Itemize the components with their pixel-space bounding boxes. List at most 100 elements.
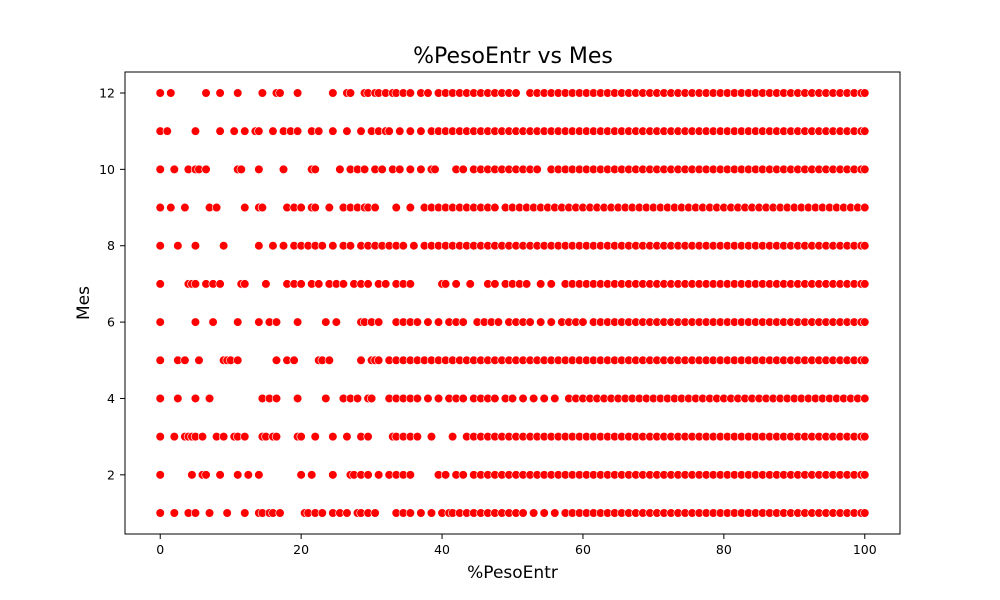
- data-point: [860, 355, 870, 365]
- data-point: [222, 508, 232, 518]
- data-point: [201, 88, 211, 98]
- data-point: [215, 279, 225, 289]
- data-point: [405, 88, 415, 98]
- data-point: [215, 126, 225, 136]
- data-point: [433, 317, 444, 327]
- data-point: [197, 432, 208, 442]
- data-point: [233, 317, 243, 327]
- data-point: [493, 317, 504, 327]
- data-point: [423, 317, 433, 327]
- data-point: [529, 393, 539, 404]
- data-point: [155, 202, 165, 213]
- data-point: [356, 355, 366, 365]
- data-point: [416, 508, 426, 518]
- data-point: [268, 241, 278, 251]
- x-tick-label: 20: [293, 542, 309, 557]
- data-point: [296, 202, 306, 213]
- data-point: [374, 317, 384, 327]
- data-point: [317, 508, 327, 518]
- data-point: [293, 88, 303, 98]
- data-point: [169, 508, 179, 518]
- data-point: [194, 355, 204, 365]
- data-point: [240, 279, 250, 289]
- data-point: [860, 164, 870, 174]
- data-point: [211, 202, 222, 213]
- data-point: [169, 164, 179, 174]
- data-point: [860, 202, 870, 213]
- data-point: [293, 126, 303, 136]
- data-point: [405, 202, 415, 213]
- plot-frame: [124, 71, 901, 535]
- data-point: [155, 279, 165, 289]
- data-point: [525, 317, 535, 327]
- data-point: [328, 88, 338, 98]
- data-point: [229, 126, 239, 136]
- data-point: [254, 126, 264, 136]
- data-point: [578, 317, 588, 327]
- data-point: [271, 393, 282, 404]
- data-point: [296, 470, 306, 480]
- data-point: [458, 470, 468, 480]
- data-point: [342, 126, 352, 136]
- x-axis-label: %PesoEntr: [467, 563, 558, 583]
- data-point: [860, 241, 870, 251]
- chart-title: %PesoEntr vs Mes: [413, 44, 613, 69]
- data-point: [321, 393, 331, 404]
- y-axis: 2 4 6 8 10 12: [99, 86, 125, 482]
- data-point: [448, 432, 458, 442]
- data-point: [384, 126, 394, 136]
- data-point: [539, 393, 549, 404]
- data-point: [395, 164, 405, 174]
- data-point: [278, 164, 289, 174]
- data-point: [405, 470, 415, 480]
- data-point: [342, 508, 352, 518]
- data-point: [430, 164, 440, 174]
- data-point: [550, 393, 560, 404]
- data-point: [366, 393, 377, 404]
- data-point: [363, 470, 373, 480]
- data-point: [233, 470, 243, 480]
- data-point: [324, 202, 334, 213]
- data-point: [359, 164, 370, 174]
- data-point: [208, 317, 218, 327]
- data-point: [204, 393, 215, 404]
- data-point: [215, 88, 225, 98]
- data-point: [215, 470, 225, 480]
- data-point: [204, 508, 215, 518]
- data-point: [254, 470, 264, 480]
- y-tick-label: 6: [107, 315, 115, 330]
- data-point: [190, 393, 201, 404]
- data-point: [363, 432, 373, 442]
- data-point: [219, 432, 229, 442]
- data-point: [321, 317, 331, 327]
- data-point: [352, 393, 363, 404]
- data-point: [155, 317, 165, 327]
- data-point: [233, 88, 243, 98]
- data-point: [546, 317, 556, 327]
- data-point: [391, 202, 401, 213]
- data-point: [190, 126, 201, 136]
- data-point: [314, 279, 324, 289]
- data-point: [328, 470, 338, 480]
- data-point: [521, 279, 532, 289]
- y-tick-label: 8: [107, 238, 115, 253]
- data-point: [860, 126, 870, 136]
- data-point: [254, 241, 264, 251]
- data-point: [310, 164, 320, 174]
- data-point: [363, 279, 373, 289]
- data-point: [426, 508, 437, 518]
- data-point: [271, 317, 282, 327]
- data-point: [296, 279, 306, 289]
- data-point: [412, 432, 422, 442]
- y-axis-label: Mes: [74, 286, 94, 320]
- data-point: [180, 202, 190, 213]
- data-point: [155, 508, 165, 518]
- data-point: [271, 355, 282, 365]
- data-point: [261, 279, 271, 289]
- data-point: [236, 164, 246, 174]
- data-point: [254, 164, 264, 174]
- data-point: [190, 317, 201, 327]
- data-point: [190, 508, 201, 518]
- data-point: [328, 126, 338, 136]
